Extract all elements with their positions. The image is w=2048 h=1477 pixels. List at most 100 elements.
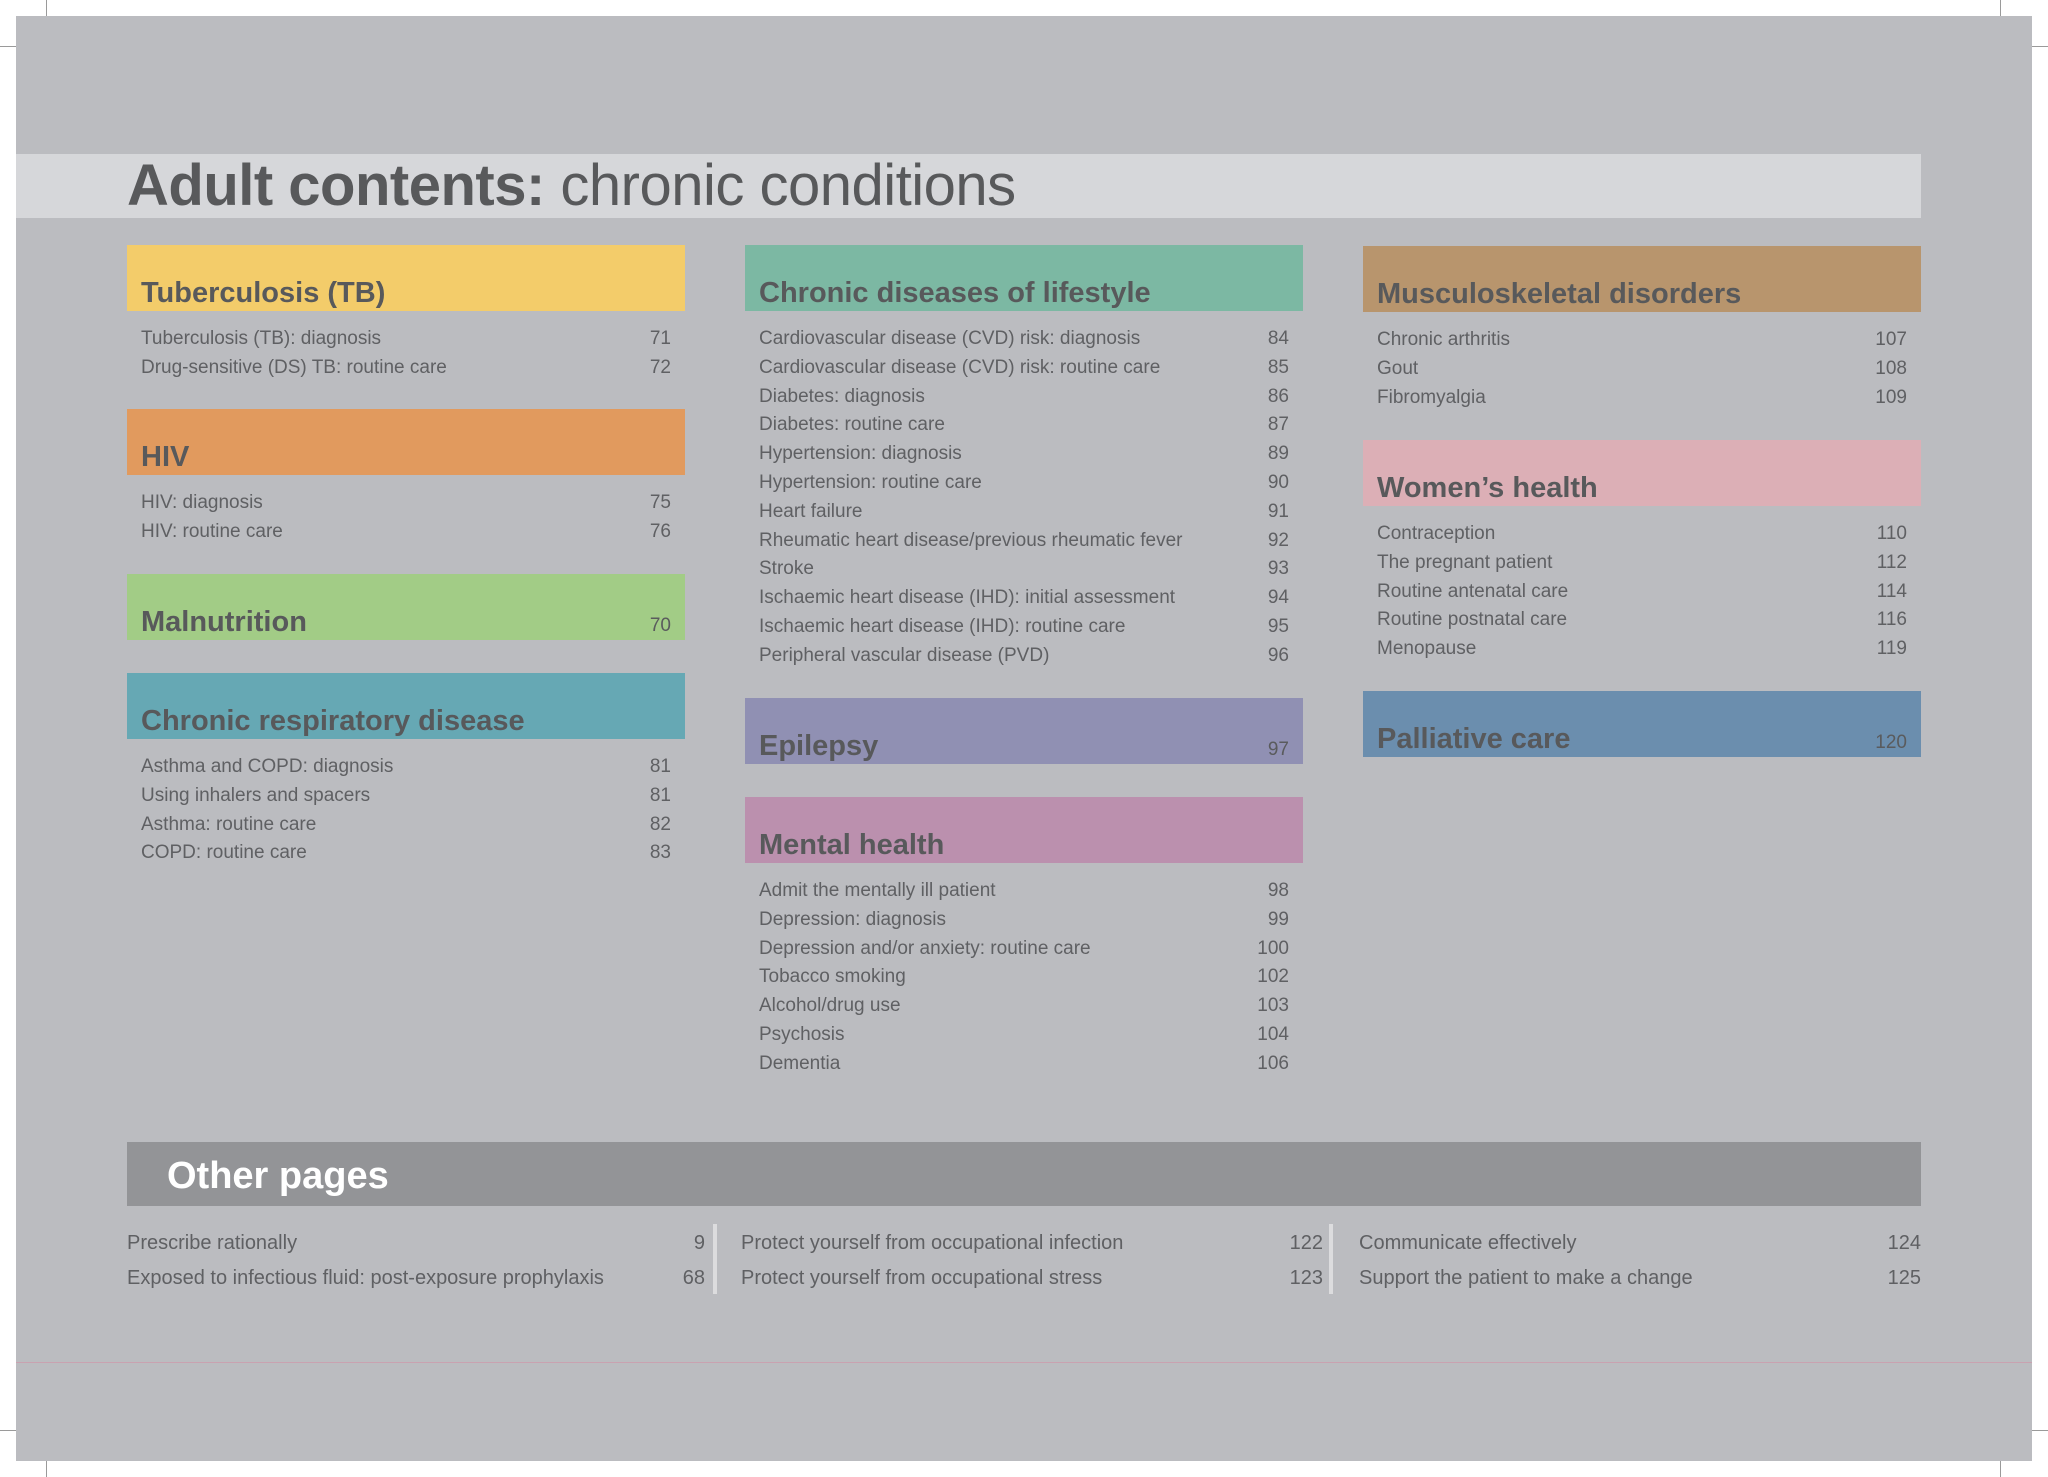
toc-entry[interactable]: Stroke 93 — [745, 555, 1303, 584]
toc-entry-label: Diabetes: diagnosis — [759, 385, 925, 407]
section-header[interactable]: Mental health — [745, 797, 1303, 863]
toc-entry-page: 92 — [1267, 529, 1289, 551]
toc-entry-page: 112 — [1876, 551, 1907, 573]
toc-entry-page: 119 — [1876, 638, 1907, 660]
toc-entry-page: 96 — [1267, 644, 1289, 666]
section-item-list: Cardiovascular disease (CVD) risk: diagn… — [745, 311, 1303, 671]
toc-entry[interactable]: Fibromyalgia 109 — [1363, 384, 1921, 413]
toc-entry[interactable]: Contraception 110 — [1363, 520, 1921, 549]
toc-entry[interactable]: HIV: diagnosis 75 — [127, 489, 685, 518]
toc-entry[interactable]: Routine postnatal care 116 — [1363, 606, 1921, 635]
toc-entry-page: 90 — [1267, 471, 1289, 493]
toc-entry[interactable]: Routine antenatal care 114 — [1363, 578, 1921, 607]
section-header[interactable]: Epilepsy 97 — [745, 698, 1303, 764]
toc-entry-page: 106 — [1257, 1052, 1289, 1074]
toc-entry[interactable]: Cardiovascular disease (CVD) risk: diagn… — [745, 325, 1303, 354]
toc-entry[interactable]: The pregnant patient 112 — [1363, 549, 1921, 578]
toc-entry-label: Ischaemic heart disease (IHD): initial a… — [759, 587, 1176, 609]
toc-entry-page: 91 — [1267, 500, 1289, 522]
toc-entry[interactable]: Chronic arthritis 107 — [1363, 326, 1921, 355]
toc-entry[interactable]: Exposed to infectious fluid: post-exposu… — [127, 1261, 705, 1296]
toc-entry[interactable]: Depression and/or anxiety: routine care 1… — [745, 935, 1303, 964]
toc-entry[interactable]: Ischaemic heart disease (IHD): initial a… — [745, 584, 1303, 613]
toc-entry[interactable]: Using inhalers and spacers 81 — [127, 782, 685, 811]
toc-entry-page: 76 — [649, 520, 671, 542]
toc-entry-page: 81 — [649, 784, 671, 806]
section-title: Mental health — [759, 829, 945, 861]
toc-entry[interactable]: Asthma: routine care 82 — [127, 811, 685, 840]
section-page-number: 97 — [1267, 739, 1289, 760]
toc-entry[interactable]: Tuberculosis (TB): diagnosis 71 — [127, 325, 685, 354]
toc-entry[interactable]: Peripheral vascular disease (PVD) 96 — [745, 642, 1303, 671]
toc-entry-label: Asthma and COPD: diagnosis — [141, 756, 394, 777]
section-header[interactable]: Tuberculosis (TB) — [127, 245, 685, 311]
toc-entry[interactable]: Protect yourself from occupational stres… — [741, 1261, 1323, 1296]
toc-entry[interactable]: Drug-sensitive (DS) TB: routine care 72 — [127, 354, 685, 383]
section-header[interactable]: Malnutrition 70 — [127, 574, 685, 640]
toc-entry-label: Asthma: routine care — [141, 813, 317, 835]
section-header[interactable]: Palliative care 120 — [1363, 691, 1921, 757]
toc-entry-page: 123 — [1289, 1266, 1323, 1289]
toc-entry-page: 68 — [682, 1266, 705, 1289]
toc-entry-page: 89 — [1267, 443, 1289, 465]
toc-entry-label: Gout — [1377, 357, 1419, 379]
toc-entry-label: Admit the mentally ill patient — [759, 880, 996, 901]
toc-entry[interactable]: Heart failure 91 — [745, 498, 1303, 527]
toc-entry-page: 102 — [1257, 966, 1289, 988]
toc-entry-label: Chronic arthritis — [1377, 329, 1511, 350]
toc-entry[interactable]: Tobacco smoking 102 — [745, 963, 1303, 992]
toc-entry-page: 71 — [649, 328, 671, 349]
toc-entry-label: Stroke — [759, 558, 814, 580]
toc-entry-page: 104 — [1257, 1023, 1289, 1045]
toc-entry-page: 100 — [1257, 937, 1289, 959]
toc-entry-page: 99 — [1267, 908, 1289, 930]
toc-entry[interactable]: Ischaemic heart disease (IHD): routine c… — [745, 613, 1303, 642]
toc-entry-label: Routine antenatal care — [1377, 580, 1569, 602]
toc-entry[interactable]: Psychosis 104 — [745, 1021, 1303, 1050]
contents-page: Adult contents: chronic conditions Tuber… — [16, 16, 2032, 1461]
section-title: HIV — [141, 441, 190, 473]
toc-entry[interactable]: Dementia 106 — [745, 1050, 1303, 1079]
section-header[interactable]: Chronic respiratory disease — [127, 673, 685, 739]
section-header[interactable]: Women’s health — [1363, 440, 1921, 506]
other-pages-header: Other pages — [127, 1142, 1921, 1206]
toc-entry[interactable]: Communicate effectively 124 — [1359, 1226, 1921, 1261]
toc-entry-label: Depression and/or anxiety: routine care — [759, 937, 1091, 959]
toc-entry[interactable]: Protect yourself from occupational infec… — [741, 1226, 1323, 1261]
toc-entry-page: 72 — [649, 356, 671, 378]
toc-entry[interactable]: Diabetes: routine care 87 — [745, 411, 1303, 440]
toc-entry-label: Contraception — [1377, 523, 1496, 544]
toc-entry[interactable]: Alcohol/drug use 103 — [745, 992, 1303, 1021]
toc-entry[interactable]: Rheumatic heart disease/previous rheumat… — [745, 527, 1303, 556]
toc-entry-page: 81 — [649, 756, 671, 777]
toc-entry[interactable]: Asthma and COPD: diagnosis 81 — [127, 753, 685, 782]
page-title-light: chronic conditions — [560, 153, 1016, 218]
section-header[interactable]: Chronic diseases of lifestyle — [745, 245, 1303, 311]
toc-entry[interactable]: Cardiovascular disease (CVD) risk: routi… — [745, 354, 1303, 383]
toc-entry[interactable]: HIV: routine care 76 — [127, 518, 685, 547]
toc-entry-label: Peripheral vascular disease (PVD) — [759, 644, 1050, 666]
toc-entry-page: 86 — [1267, 385, 1289, 407]
section-header[interactable]: HIV — [127, 409, 685, 475]
toc-entry[interactable]: Hypertension: diagnosis 89 — [745, 440, 1303, 469]
toc-entry-label: Psychosis — [759, 1023, 845, 1045]
toc-entry-label: Tobacco smoking — [759, 966, 906, 988]
toc-entry[interactable]: Menopause 119 — [1363, 635, 1921, 664]
toc-entry[interactable]: COPD: routine care 83 — [127, 839, 685, 868]
toc-entry[interactable]: Hypertension: routine care 90 — [745, 469, 1303, 498]
other-pages-column: Prescribe rationally 9 Exposed to infectio… — [127, 1226, 705, 1295]
title-band — [16, 154, 1921, 218]
toc-entry-page: 85 — [1267, 356, 1289, 378]
section-header[interactable]: Musculoskeletal disorders — [1363, 246, 1921, 312]
toc-entry[interactable]: Admit the mentally ill patient 98 — [745, 877, 1303, 906]
toc-entry-label: Exposed to infectious fluid: post-exposu… — [127, 1266, 604, 1289]
toc-entry[interactable]: Support the patient to make a change 125 — [1359, 1261, 1921, 1296]
toc-entry[interactable]: Depression: diagnosis 99 — [745, 906, 1303, 935]
toc-entry[interactable]: Gout 108 — [1363, 355, 1921, 384]
toc-entry-page: 84 — [1267, 328, 1289, 349]
section-item-list: Chronic arthritis 107 Gout 108 Fibromyalgia 1… — [1363, 312, 1921, 412]
toc-entry-label: Hypertension: routine care — [759, 471, 982, 493]
toc-entry[interactable]: Diabetes: diagnosis 86 — [745, 383, 1303, 412]
toc-entry[interactable]: Prescribe rationally 9 — [127, 1226, 705, 1261]
section-musculoskeletal: Musculoskeletal disorders Chronic arthri… — [1363, 246, 1921, 412]
